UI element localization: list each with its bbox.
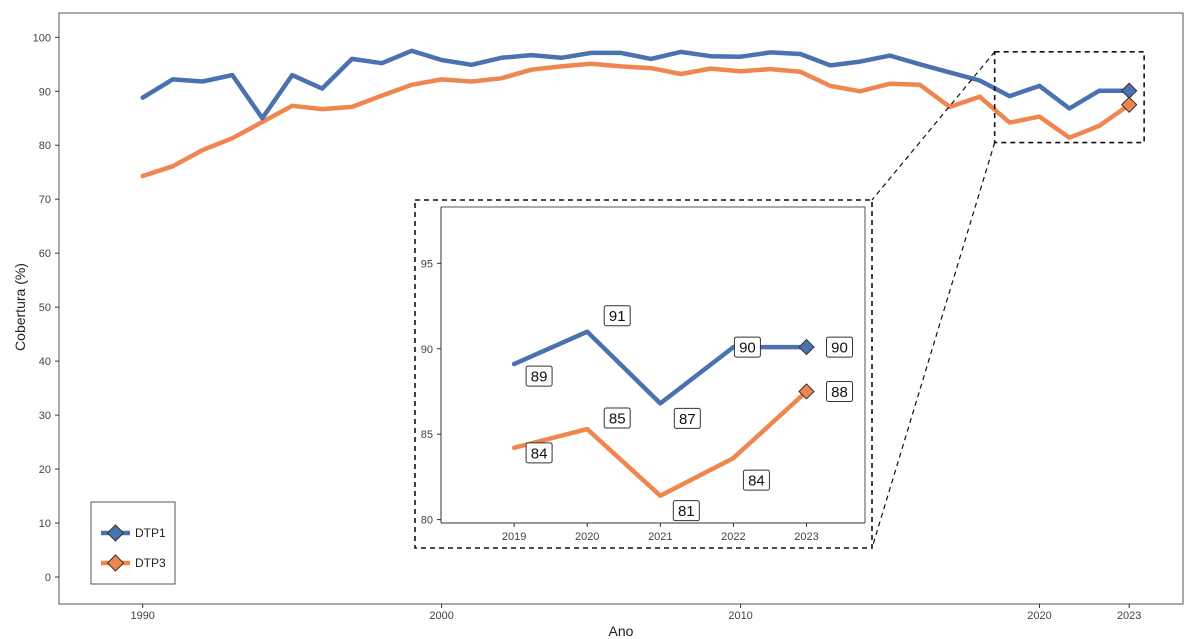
data-label: 87 <box>673 407 701 429</box>
x-tick-label: 1990 <box>130 610 154 622</box>
x-tick-label: 2000 <box>429 610 453 622</box>
data-label: 84 <box>525 442 553 464</box>
data-label: 91 <box>603 305 631 327</box>
main-axes <box>58 12 1184 605</box>
inset-x-tick-label: 2022 <box>721 531 745 543</box>
data-label: 90 <box>826 336 854 358</box>
data-label-text: 91 <box>609 308 626 325</box>
data-label-box <box>603 407 631 429</box>
inset-end-marker-dtp3 <box>798 383 815 400</box>
data-label-text: 88 <box>831 384 848 401</box>
inset-y-tick-label: 85 <box>421 429 433 441</box>
inset-x-tick-label: 2021 <box>648 531 672 543</box>
y-tick-label: 10 <box>39 518 51 530</box>
end-marker-dtp1 <box>1120 82 1138 99</box>
main-ticks: 0 10 20 30 40 50 60 70 80 90 100 1990 2000 2010 2020 20… <box>33 32 1142 622</box>
data-label: 85 <box>603 407 631 429</box>
zoom-box <box>871 51 1145 549</box>
y-tick-label: 0 <box>45 572 51 584</box>
legend-label: DTP1 <box>135 526 166 540</box>
x-tick-label: 2010 <box>728 610 752 622</box>
data-label-box <box>672 500 700 522</box>
legend-swatch-marker <box>106 554 125 572</box>
inset-x-tick-label: 2023 <box>794 531 818 543</box>
data-label-box <box>603 305 631 327</box>
inset-y-tick-label: 90 <box>421 344 433 356</box>
series-line-dtp3 <box>140 61 1132 179</box>
inset-series-line-dtp3 <box>511 389 809 498</box>
data-label-text: 84 <box>748 473 765 490</box>
y-tick-label: 40 <box>39 356 51 368</box>
inset-x-tick-label: 2020 <box>575 531 599 543</box>
y-tick-label: 70 <box>39 194 51 206</box>
inset-outer-box <box>414 199 873 549</box>
main-lines <box>140 48 1138 179</box>
legend-box <box>90 501 176 585</box>
zoom-region-box <box>993 51 1145 144</box>
x-tick-label: 2020 <box>1027 610 1051 622</box>
x-axis-label: Ano <box>609 623 634 639</box>
data-label-text: 89 <box>531 369 548 386</box>
inset-y-tick-label: 95 <box>421 258 433 270</box>
legend: DTP1 DTP3 <box>90 501 176 585</box>
data-label: 90 <box>733 336 761 358</box>
data-label-box <box>826 336 854 358</box>
inset-x-tick-label: 2019 <box>502 531 526 543</box>
y-tick-label: 50 <box>39 302 51 314</box>
main-panel-border <box>58 12 1184 605</box>
inset-end-marker-dtp1 <box>798 338 815 356</box>
y-tick-label: 60 <box>39 248 51 260</box>
y-tick-label: 20 <box>39 464 51 476</box>
inset-chart: 80 85 90 95 2019 2020 2021 2022 2023 89 91 87 90 90 84… <box>414 199 873 549</box>
y-tick-label: 90 <box>39 86 51 98</box>
x-tick-label: 2023 <box>1117 610 1141 622</box>
legend-label: DTP3 <box>135 556 166 570</box>
end-marker-dtp3 <box>1120 96 1138 113</box>
data-label-box <box>525 365 553 387</box>
data-label-text: 87 <box>679 411 696 428</box>
y-tick-label: 30 <box>39 410 51 422</box>
data-label-text: 90 <box>831 340 848 357</box>
series-line-dtp1 <box>140 48 1132 121</box>
data-label-box <box>673 407 701 429</box>
data-label-text: 84 <box>531 445 548 462</box>
y-tick-label: 100 <box>33 32 51 44</box>
y-tick-label: 80 <box>39 140 51 152</box>
inset-y-tick-label: 80 <box>421 515 433 527</box>
connector-line <box>871 142 996 549</box>
data-label: 88 <box>826 380 854 402</box>
data-label: 84 <box>742 469 770 491</box>
data-label: 89 <box>525 365 553 387</box>
data-label-text: 85 <box>609 411 626 428</box>
data-label: 81 <box>672 500 700 522</box>
legend-swatch-marker <box>106 524 125 542</box>
data-label-box <box>826 380 854 402</box>
data-label-text: 81 <box>678 503 695 520</box>
data-label-box <box>525 442 553 464</box>
y-axis-label: Cobertura (%) <box>12 263 28 351</box>
data-label-box <box>742 469 770 491</box>
data-label-box <box>733 336 761 358</box>
data-label-text: 90 <box>739 340 756 357</box>
connector-line <box>871 51 996 201</box>
